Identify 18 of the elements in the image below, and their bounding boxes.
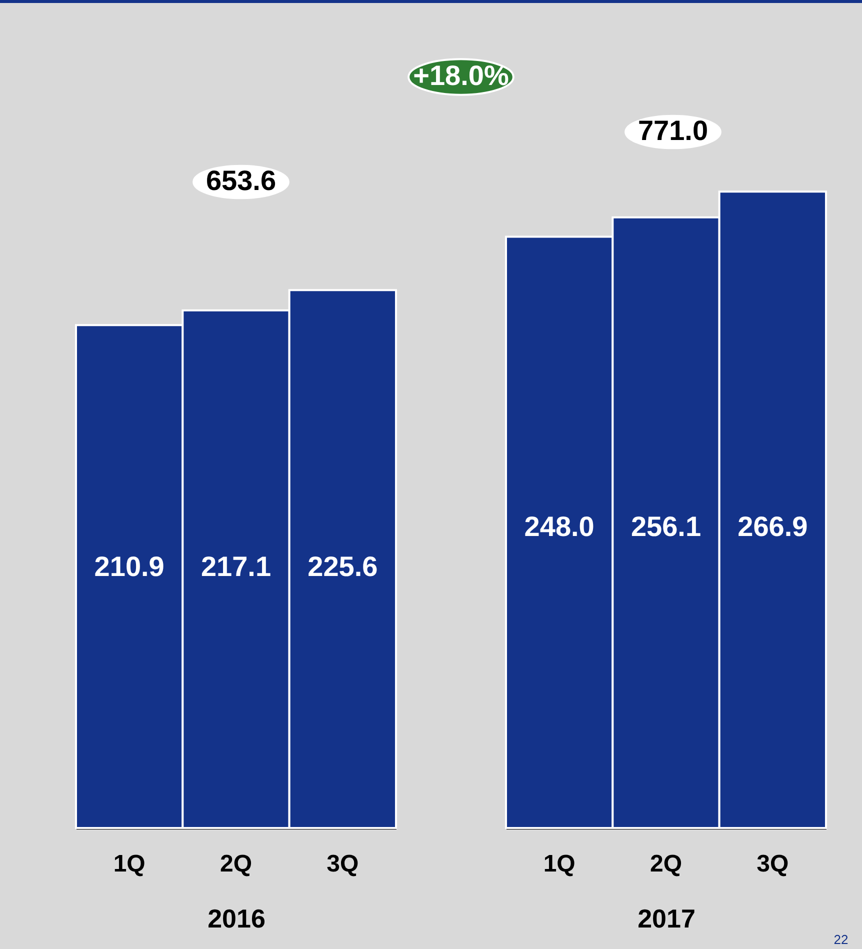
x-axis-title: 2016	[208, 904, 266, 934]
text: 771.0	[638, 115, 708, 146]
data-label: 217.1	[200, 551, 272, 582]
text: 653.6	[206, 165, 276, 196]
data-label: 248.0	[524, 511, 594, 542]
x-tick-label: 1Q	[543, 850, 576, 878]
x-tick-label: 1Q	[113, 850, 146, 878]
x-tick-label: 3Q	[756, 850, 789, 878]
x-tick-label: 2Q	[650, 850, 682, 878]
x-tick-label: 2Q	[220, 850, 252, 878]
text: +18.0%	[413, 60, 509, 91]
x-axis-title: 2017	[638, 904, 696, 934]
data-label: 256.1	[630, 511, 702, 542]
text: 22	[834, 932, 848, 947]
data-label: 210.9	[94, 551, 164, 582]
data-label: 266.9	[738, 511, 808, 542]
data-label: 225.6	[308, 551, 378, 582]
x-tick-label: 3Q	[326, 850, 359, 878]
